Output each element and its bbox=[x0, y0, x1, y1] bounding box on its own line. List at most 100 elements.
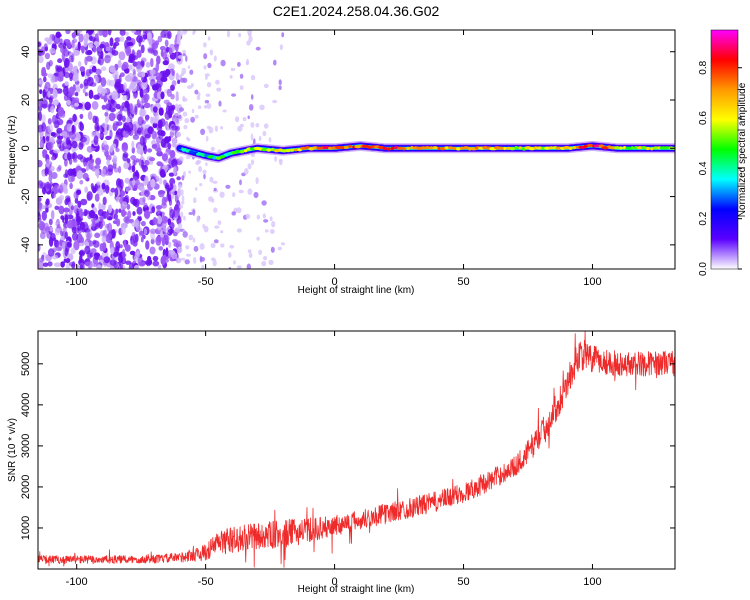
spectrogram-carrier-cell bbox=[432, 146, 439, 150]
spectrogram-noise-blob bbox=[72, 113, 77, 123]
spectrogram-noise-blob bbox=[66, 219, 74, 229]
spectrogram-noise-blob bbox=[99, 43, 105, 49]
spectrogram-noise-blob bbox=[95, 157, 102, 166]
spectrogram-noise-blob bbox=[259, 104, 265, 111]
spectrogram-noise-blob bbox=[119, 72, 125, 77]
spectrogram-noise-blob bbox=[167, 194, 172, 202]
spectrogram-noise-blob bbox=[203, 173, 206, 180]
spectrogram-noise-blob bbox=[124, 67, 130, 74]
spectrogram-noise-blob bbox=[200, 128, 206, 135]
spectrogram-noise-blob bbox=[115, 208, 119, 214]
spectrogram-noise-blob bbox=[110, 246, 115, 255]
spectrogram-carrier-cell bbox=[266, 148, 272, 152]
spectrogram-carrier-cell bbox=[625, 146, 633, 150]
spectrogram-noise-blob bbox=[84, 245, 91, 255]
spectrogram-noise-blob bbox=[190, 116, 196, 123]
spectrogram-carrier-cell bbox=[340, 146, 345, 150]
spectrogram-noise-blob bbox=[203, 105, 208, 109]
spectrogram-noise-blob bbox=[126, 106, 131, 117]
spectrogram-noise-blob bbox=[255, 177, 259, 185]
spectrogram-noise-blob bbox=[84, 186, 89, 193]
spectrogram-noise-blob bbox=[81, 45, 85, 54]
spectrogram-noise-blob bbox=[64, 231, 68, 240]
spectrogram-carrier-cell bbox=[456, 147, 461, 151]
spectrogram-noise-blob bbox=[160, 76, 168, 82]
spectrogram-noise-blob bbox=[65, 261, 70, 269]
spectrogram-noise-blob bbox=[177, 160, 183, 164]
spectrogram-noise-blob bbox=[192, 237, 196, 243]
spectrogram-noise-blob bbox=[136, 206, 143, 215]
spectrogram-noise-blob bbox=[65, 30, 71, 35]
spectrogram-noise-blob bbox=[161, 202, 167, 209]
spectrogram-noise-blob bbox=[47, 248, 55, 257]
spectrogram-noise-blob bbox=[181, 195, 185, 202]
spectrogram-noise-blob bbox=[250, 133, 254, 141]
spectrogram-noise-blob bbox=[67, 168, 74, 176]
spectrogram-noise-blob bbox=[202, 169, 207, 174]
spectrogram-carrier-cell bbox=[397, 146, 404, 150]
spectrogram-noise-blob bbox=[182, 49, 186, 54]
spectrogram-noise-blob bbox=[123, 82, 127, 92]
spectrogram-noise-blob bbox=[79, 250, 84, 255]
spectrogram-carrier-cell bbox=[335, 145, 342, 150]
spectrogram-noise-blob bbox=[103, 144, 110, 152]
spectrogram-noise-blob bbox=[177, 55, 183, 59]
spectrogram-noise-blob bbox=[203, 53, 208, 60]
spectrogram-noise-blob bbox=[135, 61, 141, 70]
spectrogram-noise-blob bbox=[255, 123, 260, 128]
spectrogram-noise-blob bbox=[178, 114, 182, 120]
snr-frame bbox=[37, 330, 676, 570]
spectrogram-noise-blob bbox=[136, 99, 140, 107]
spectrogram-noise-blob bbox=[51, 172, 58, 179]
spectrogram-noise-blob bbox=[55, 64, 59, 71]
spectrogram-noise-blob bbox=[79, 236, 85, 244]
spectrogram-noise-blob bbox=[71, 226, 77, 234]
spectrogram-noise-blob bbox=[175, 91, 179, 99]
spectrogram-noise-blob bbox=[261, 261, 267, 267]
spectrogram-noise-blob bbox=[71, 124, 77, 134]
spectrogram-noise-blob bbox=[45, 136, 50, 142]
spectrogram-noise-blob bbox=[79, 66, 86, 72]
spectrogram-noise-blob bbox=[213, 207, 218, 213]
spectrogram-noise-blob bbox=[168, 63, 175, 71]
spectrogram-noise-blob bbox=[148, 157, 156, 162]
spectrogram-noise-blob bbox=[133, 92, 138, 99]
snr-series-line bbox=[38, 331, 675, 568]
spectrogram-noise-blob bbox=[218, 100, 222, 107]
spectrogram-noise-blob bbox=[140, 44, 145, 54]
spectrogram-noise-blob bbox=[76, 225, 82, 231]
spectrogram-noise-blob bbox=[80, 198, 88, 206]
spectrogram-noise-blob bbox=[57, 241, 63, 251]
spectrogram-noise-blob bbox=[250, 74, 256, 81]
spectrogram-noise-blob bbox=[207, 62, 212, 69]
spectrogram-noise-blob bbox=[248, 252, 253, 259]
spectrogram-noise-blob bbox=[38, 48, 42, 57]
spectrogram-noise-blob bbox=[97, 209, 104, 217]
spectrogram-noise-blob bbox=[38, 99, 41, 108]
spectrogram-carrier-cell bbox=[382, 146, 388, 151]
spectrogram-noise-blob bbox=[70, 205, 74, 211]
spectrogram-noise-blob bbox=[179, 107, 184, 112]
spectrogram-noise-blob bbox=[248, 104, 254, 111]
spectrogram-noise-blob bbox=[91, 131, 96, 138]
spectrogram-noise-blob bbox=[62, 227, 67, 232]
spectrogram-noise-blob bbox=[152, 216, 157, 226]
spectrogram-noise-blob bbox=[166, 88, 172, 97]
spectrogram-carrier-cell bbox=[343, 145, 349, 150]
spectrogram-noise-blob bbox=[167, 218, 172, 226]
spectrogram-noise-blob bbox=[203, 225, 209, 233]
spectrogram-noise-blob bbox=[118, 51, 126, 61]
spectrogram-noise-blob bbox=[119, 244, 123, 249]
spectrogram-noise-blob bbox=[193, 245, 199, 252]
spectrogram-noise-blob bbox=[150, 57, 154, 68]
spectrogram-noise-blob bbox=[38, 243, 41, 252]
spectrogram-noise-blob bbox=[115, 103, 121, 110]
spectrogram-noise-blob bbox=[47, 118, 52, 125]
spectrogram-noise-blob bbox=[191, 108, 195, 114]
spectrogram-noise-blob bbox=[167, 241, 172, 248]
spectrogram-noise-blob bbox=[65, 195, 71, 200]
spectrogram-noise-blob bbox=[264, 229, 269, 233]
spectrogram-noise-blob bbox=[135, 158, 140, 163]
spectrogram-noise-blob bbox=[90, 36, 96, 42]
spectrogram-noise-blob bbox=[122, 94, 128, 101]
